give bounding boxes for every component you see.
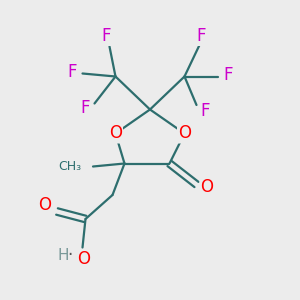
Text: ·: · [67,246,72,264]
Text: O: O [38,196,52,214]
Text: O: O [178,124,191,142]
Text: F: F [102,27,111,45]
Text: F: F [223,66,233,84]
Text: F: F [196,27,206,45]
Text: F: F [201,102,210,120]
Text: CH₃: CH₃ [58,160,81,173]
Text: F: F [67,63,77,81]
Text: H: H [57,248,69,262]
Text: O: O [77,250,91,268]
Text: O: O [109,124,122,142]
Text: O: O [200,178,214,196]
Text: F: F [81,99,90,117]
